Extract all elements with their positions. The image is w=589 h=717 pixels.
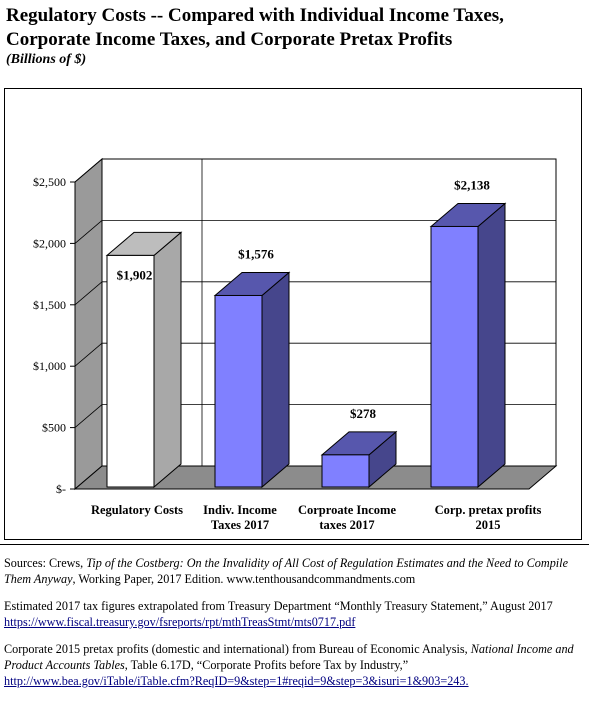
gridline-side xyxy=(74,220,103,244)
chart-frame xyxy=(4,88,582,540)
bar-side xyxy=(477,202,506,489)
data-label: $1,576 xyxy=(238,246,274,261)
chart-side-wall xyxy=(74,157,103,491)
y-tick-label: $2,500 xyxy=(33,175,66,189)
tax-note: Estimated 2017 tax figures extrapolated … xyxy=(4,599,553,629)
bar xyxy=(106,254,155,488)
data-label: $2,138 xyxy=(454,177,490,192)
treasury-link[interactable]: https://www.fiscal.treasury.gov/fsreport… xyxy=(4,615,356,629)
chart-title: Regulatory Costs -- Compared with Indivi… xyxy=(6,5,504,50)
bar-side xyxy=(261,271,290,489)
x-category-label: 2015 xyxy=(476,518,501,532)
x-category-label: Corp. pretax profits xyxy=(435,503,542,517)
y-tick-label: $1,500 xyxy=(33,298,66,312)
sources-note: Sources: Crews, Tip of the Costberg: On … xyxy=(4,556,568,586)
bar-chart: $- $500 $1,000 $1,500 $2,000 $2,500 $1,902 $1,5… xyxy=(33,157,558,532)
nipa-title: National Income and Product Accounts Tab… xyxy=(4,642,574,672)
data-label: $278 xyxy=(350,406,377,421)
data-label: $1,902 xyxy=(117,267,153,282)
y-tick-label: $- xyxy=(56,482,66,496)
bar xyxy=(430,225,479,488)
bar xyxy=(321,454,370,488)
bea-link[interactable]: http://www.bea.gov/iTable/iTable.cfm?Req… xyxy=(4,674,469,688)
x-category-label: Indiv. Income xyxy=(203,503,277,517)
gridline-side xyxy=(74,404,103,428)
x-category-label: Regulatory Costs xyxy=(91,503,183,517)
sources-paper-title: Tip of the Costberg: On the Invalidity o… xyxy=(4,556,568,586)
x-category-label: taxes 2017 xyxy=(319,518,374,532)
chart-divider xyxy=(0,544,589,545)
gridline-side xyxy=(74,342,103,367)
gridline-side xyxy=(74,158,103,183)
bar xyxy=(214,294,263,488)
gridline-side xyxy=(74,281,103,306)
profits-note: Corporate 2015 pretax profits (domestic … xyxy=(4,642,574,688)
source-notes: Sources: Crews, Tip of the Costberg: On … xyxy=(4,555,586,700)
y-tick-label: $2,000 xyxy=(33,236,66,250)
y-tick-label: $1,000 xyxy=(33,359,66,373)
chart-subtitle: (Billions of $) xyxy=(6,52,87,67)
y-tick-label: $500 xyxy=(42,421,66,435)
bar-side xyxy=(153,231,182,489)
x-category-label: Taxes 2017 xyxy=(211,518,269,532)
x-category-label: Corproate Income xyxy=(298,503,396,517)
